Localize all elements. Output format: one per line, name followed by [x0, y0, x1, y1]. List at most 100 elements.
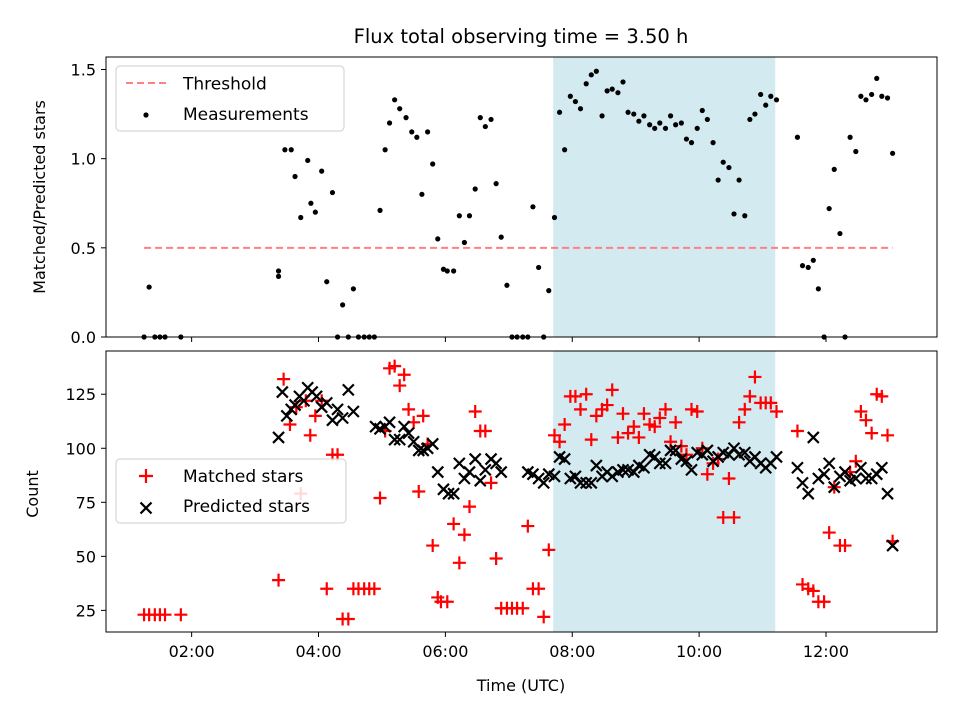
- top-y-tick-label: 1.5: [71, 60, 96, 79]
- matched-star-point: [865, 426, 879, 440]
- measurement-point: [763, 102, 769, 108]
- matched-star-point: [838, 539, 852, 553]
- predicted-star-point: [453, 457, 466, 470]
- measurement-point: [319, 168, 325, 174]
- measurement-point: [794, 134, 801, 140]
- measurement-point: [615, 90, 621, 96]
- matched-star-point: [700, 467, 714, 481]
- predicted-star-point: [326, 413, 339, 427]
- measurement-points: [141, 68, 896, 340]
- matched-star-point: [277, 372, 291, 386]
- measurement-point: [572, 98, 579, 105]
- measurement-point: [430, 161, 436, 167]
- measurement-point: [551, 214, 558, 221]
- bottom-y-tick-label: 100: [65, 439, 96, 458]
- matched-star-point: [457, 528, 471, 542]
- measurement-point: [329, 189, 336, 196]
- x-axis-label: Time (UTC): [476, 676, 565, 695]
- matched-star-point: [611, 430, 625, 444]
- legend-measurements-swatch: [143, 112, 149, 118]
- matched-star-point: [174, 608, 188, 622]
- matched-star-point: [849, 454, 863, 468]
- measurement-point: [409, 129, 415, 135]
- predicted-star-point: [494, 465, 508, 479]
- predicted-star-point: [859, 472, 873, 485]
- matched-star-point: [462, 500, 476, 514]
- measurement-point: [641, 113, 647, 119]
- matched-star-point: [653, 411, 667, 425]
- measurement-point: [536, 264, 542, 271]
- predicted-star-point: [616, 463, 630, 477]
- measurement-point: [715, 177, 721, 183]
- x-tick-label: 04:00: [295, 642, 341, 661]
- matched-star-point: [447, 517, 461, 531]
- bottom-plot-frame: [105, 350, 938, 633]
- predicted-star-point: [272, 431, 285, 444]
- predicted-star-point: [402, 426, 415, 440]
- matched-star-point: [875, 389, 889, 403]
- measurement-point: [414, 134, 420, 140]
- measurement-point: [444, 268, 450, 274]
- measurement-point: [758, 91, 764, 98]
- measurement-point: [747, 116, 753, 123]
- bottom-legend: Matched stars Predicted stars: [115, 458, 347, 524]
- bottom-x-ticks: 02:00 04:00 06:00 08:00 10:00 12:00: [169, 632, 849, 661]
- top-observing-span: [553, 57, 776, 337]
- measurement-point: [377, 207, 383, 213]
- predicted-star-point: [585, 476, 598, 490]
- matched-star-point: [621, 426, 635, 440]
- measurement-point: [704, 116, 710, 123]
- measurement-point: [451, 268, 457, 274]
- predicted-star-point: [680, 454, 693, 468]
- predicted-star-point: [388, 433, 401, 446]
- measurement-point: [662, 125, 669, 131]
- predicted-star-point: [637, 461, 651, 475]
- matched-star-point: [402, 402, 416, 416]
- predicted-star-point: [479, 463, 492, 477]
- matched-star-point: [790, 424, 804, 438]
- predicted-star-point: [468, 452, 482, 466]
- matched-star-point: [542, 543, 556, 557]
- measurement-point: [815, 286, 821, 292]
- predicted-star-point: [342, 383, 355, 397]
- matched-star-point: [272, 573, 286, 587]
- measurement-point: [847, 134, 853, 140]
- predicted-star-point: [838, 465, 852, 479]
- top-legend: Threshold Measurements: [115, 65, 345, 132]
- measurement-point: [869, 91, 875, 98]
- matched-star-point: [568, 389, 582, 403]
- legend-matched-label: Matched stars: [183, 467, 303, 487]
- predicted-star-point: [796, 476, 809, 490]
- predicted-star-point: [331, 403, 344, 416]
- measurement-point: [599, 113, 605, 119]
- matched-star-point: [722, 472, 736, 486]
- measurement-point: [593, 68, 599, 74]
- matched-star-point: [738, 402, 752, 416]
- matched-star-point: [669, 415, 683, 429]
- predicted-star-point: [574, 476, 587, 490]
- measurement-point: [853, 148, 859, 155]
- predicted-star-point: [310, 390, 323, 403]
- x-tick-label: 12:00: [803, 642, 849, 661]
- measurement-point: [312, 209, 318, 215]
- top-y-tick-label: 0.5: [71, 239, 96, 258]
- matched-star-point: [558, 417, 572, 431]
- measurement-point: [726, 164, 732, 171]
- predicted-star-point: [288, 398, 302, 412]
- matched-star-point: [553, 435, 567, 449]
- predicted-star-point: [336, 411, 349, 425]
- matched-star-point: [426, 539, 440, 553]
- measurement-point: [810, 257, 816, 263]
- measurement-point: [604, 88, 610, 94]
- measurement-point: [831, 166, 837, 172]
- measurement-point: [884, 95, 891, 101]
- measurement-point: [425, 129, 431, 135]
- matched-star-point: [537, 610, 551, 624]
- measurement-point: [482, 123, 488, 130]
- x-tick-label: 08:00: [549, 642, 595, 661]
- predicted-star-point: [807, 431, 820, 444]
- matched-star-point: [303, 428, 317, 442]
- measurement-point: [275, 273, 282, 279]
- matched-star-point: [573, 402, 587, 416]
